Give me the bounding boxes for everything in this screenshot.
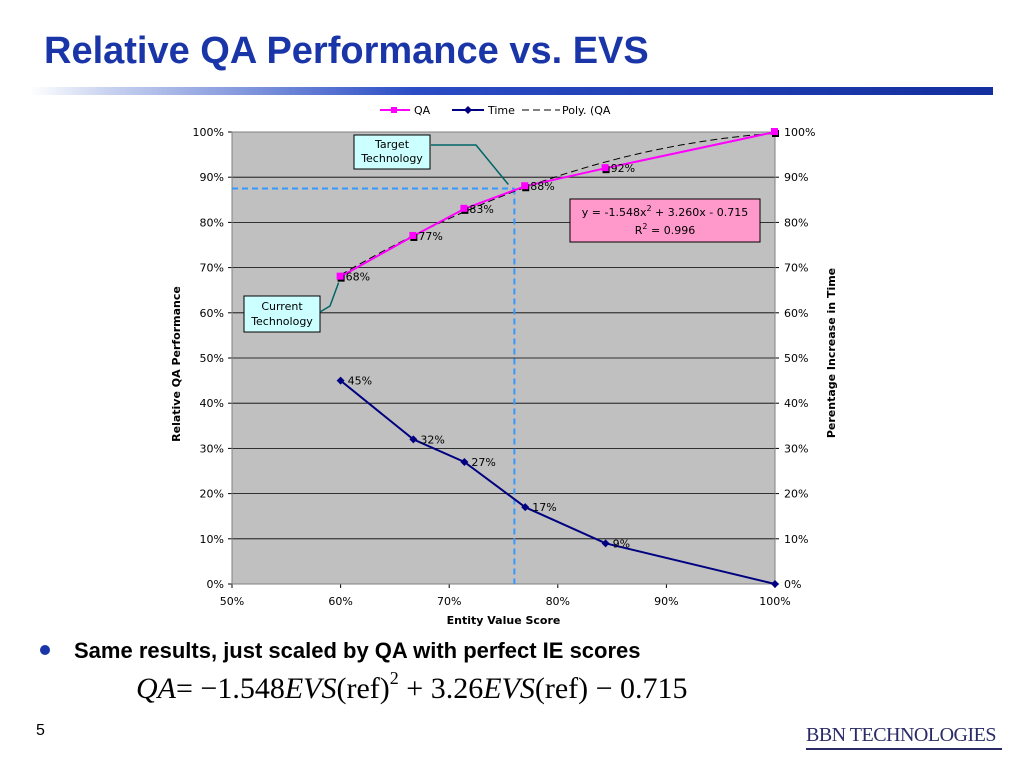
qa-point bbox=[771, 128, 778, 135]
legend-qa-marker bbox=[391, 107, 397, 113]
legend-time-label: Time bbox=[487, 104, 515, 117]
formula-ref1: (ref) bbox=[336, 672, 390, 705]
logo-bbn: BBN bbox=[806, 724, 846, 746]
y-tick-label-left: 30% bbox=[200, 442, 224, 455]
equation-line-2: R2 = 0.996 bbox=[635, 222, 695, 237]
slide-title: Relative QA Performance vs. EVS bbox=[44, 30, 649, 72]
time-point bbox=[336, 376, 345, 385]
current-callout-box bbox=[243, 295, 321, 333]
qa-data-label: 68% bbox=[346, 271, 370, 284]
qa-data-label: 88% bbox=[530, 180, 554, 193]
y-tick-label-left: 40% bbox=[200, 397, 224, 410]
y-tick-label-right: 70% bbox=[784, 262, 808, 275]
equation-line-1: y = -1.548x2 + 3.260x - 0.715 bbox=[582, 204, 748, 219]
title-underline bbox=[30, 87, 993, 95]
target-callout-line-1: Target bbox=[374, 138, 410, 151]
y-tick-label-left: 20% bbox=[200, 488, 224, 501]
time-point bbox=[601, 539, 610, 548]
time-data-label: 9% bbox=[613, 537, 630, 550]
company-logo: BBN TECHNOLOGIES bbox=[806, 724, 996, 747]
time-point bbox=[771, 580, 779, 588]
equation-box bbox=[569, 198, 761, 243]
series-line-qa bbox=[340, 131, 776, 278]
target-callout-box bbox=[353, 134, 431, 170]
time-data-label: 45% bbox=[348, 375, 372, 388]
x-tick-label: 70% bbox=[437, 595, 461, 608]
chart: QA Time Poly. (QA 0% 0% 10% 10% 20% 20% 30% 30% 40… bbox=[170, 104, 838, 627]
y-tick-label-left: 80% bbox=[200, 216, 224, 229]
qa-point bbox=[409, 231, 417, 239]
legend-poly-label: Poly. (QA bbox=[562, 104, 611, 117]
current-callout-line-2: Technology bbox=[250, 315, 313, 328]
y-tick-label-left: 100% bbox=[193, 126, 224, 139]
qa-point bbox=[336, 272, 344, 280]
qa-data-label: 77% bbox=[418, 230, 442, 243]
y-tick-label-left: 50% bbox=[200, 352, 224, 365]
x-tick-label: 50% bbox=[220, 595, 244, 608]
axes: 0% 0% 10% 10% 20% 20% 30% 30% 40% 40% 50% 50% 60% 60%… bbox=[170, 126, 838, 627]
formula-var1: EVS bbox=[284, 672, 337, 705]
time-point bbox=[409, 435, 418, 444]
formula-exponent: 2 bbox=[389, 668, 399, 688]
qa-point bbox=[460, 204, 468, 212]
y-tick-label-left: 0% bbox=[207, 578, 224, 591]
y-tick-label-right: 0% bbox=[784, 578, 801, 591]
current-callout-arrow bbox=[319, 282, 340, 313]
x-tick-label: 80% bbox=[546, 595, 570, 608]
qa-data-label: 83% bbox=[469, 203, 493, 216]
formula-part3: − 0.715 bbox=[588, 672, 688, 705]
time-point bbox=[521, 503, 530, 512]
target-callout-arrow bbox=[431, 144, 509, 185]
time-point bbox=[460, 457, 469, 466]
qa-point bbox=[601, 164, 609, 172]
x-tick-label: 100% bbox=[759, 595, 790, 608]
x-tick-label: 60% bbox=[328, 595, 352, 608]
chart-legend: QA Time Poly. (QA bbox=[380, 104, 611, 117]
x-tick-label: 90% bbox=[654, 595, 678, 608]
logo-technologies: TECHNOLOGIES bbox=[849, 724, 997, 746]
legend-time-marker bbox=[464, 106, 472, 114]
page-number: 5 bbox=[36, 722, 45, 739]
target-callout-line-2: Technology bbox=[360, 152, 423, 165]
bullet-text: Same results, just scaled by QA with per… bbox=[74, 638, 641, 663]
formula-lhs: QA bbox=[136, 672, 176, 705]
formula-part2: + 3.26 bbox=[398, 672, 484, 705]
current-callout-line-1: Current bbox=[261, 300, 303, 313]
y-tick-label-right: 50% bbox=[784, 352, 808, 365]
bullet-item: Same results, just scaled by QA with per… bbox=[40, 638, 641, 664]
y-tick-label-right: 10% bbox=[784, 533, 808, 546]
legend-qa-label: QA bbox=[414, 104, 431, 117]
time-data-label: 27% bbox=[471, 456, 495, 469]
y-axis-title-left: Relative QA Performance bbox=[170, 286, 183, 442]
y-tick-label-left: 90% bbox=[200, 171, 224, 184]
x-axis-title: Entity Value Score bbox=[447, 614, 561, 627]
plot-border bbox=[231, 131, 776, 585]
annotations: y = -1.548x2 + 3.260x - 0.715 R2 = 0.996 T… bbox=[243, 134, 761, 333]
y-tick-label-right: 90% bbox=[784, 171, 808, 184]
data-labels: 45% 32% 27% 17% 9% 68% 77% 83% 88% 92% bbox=[346, 162, 635, 550]
y-tick-label-left: 70% bbox=[200, 262, 224, 275]
y-axis-title-right: Perentage Increase in Time bbox=[825, 268, 838, 438]
y-tick-label-left: 60% bbox=[200, 307, 224, 320]
qa-point bbox=[521, 182, 529, 190]
formula: QA= −1.548EVS(ref)2 + 3.26EVS(ref) − 0.7… bbox=[136, 669, 688, 706]
series-line-time bbox=[339, 379, 776, 585]
logo-underline bbox=[806, 748, 1002, 750]
y-tick-label-right: 30% bbox=[784, 442, 808, 455]
formula-ref2: (ref) bbox=[534, 672, 589, 705]
y-tick-label-right: 100% bbox=[784, 126, 815, 139]
formula-part1: = −1.548 bbox=[176, 672, 285, 705]
series bbox=[336, 128, 779, 588]
time-data-label: 17% bbox=[532, 501, 556, 514]
y-tick-label-right: 40% bbox=[784, 397, 808, 410]
bullet-icon bbox=[40, 645, 50, 656]
y-tick-label-right: 60% bbox=[784, 307, 808, 320]
time-data-label: 32% bbox=[420, 433, 444, 446]
target-guide-lines bbox=[232, 187, 516, 584]
y-tick-label-right: 80% bbox=[784, 216, 808, 229]
y-tick-label-right: 20% bbox=[784, 488, 808, 501]
formula-var2: EVS bbox=[483, 672, 535, 705]
qa-data-label: 92% bbox=[611, 162, 635, 175]
y-tick-label-left: 10% bbox=[200, 533, 224, 546]
